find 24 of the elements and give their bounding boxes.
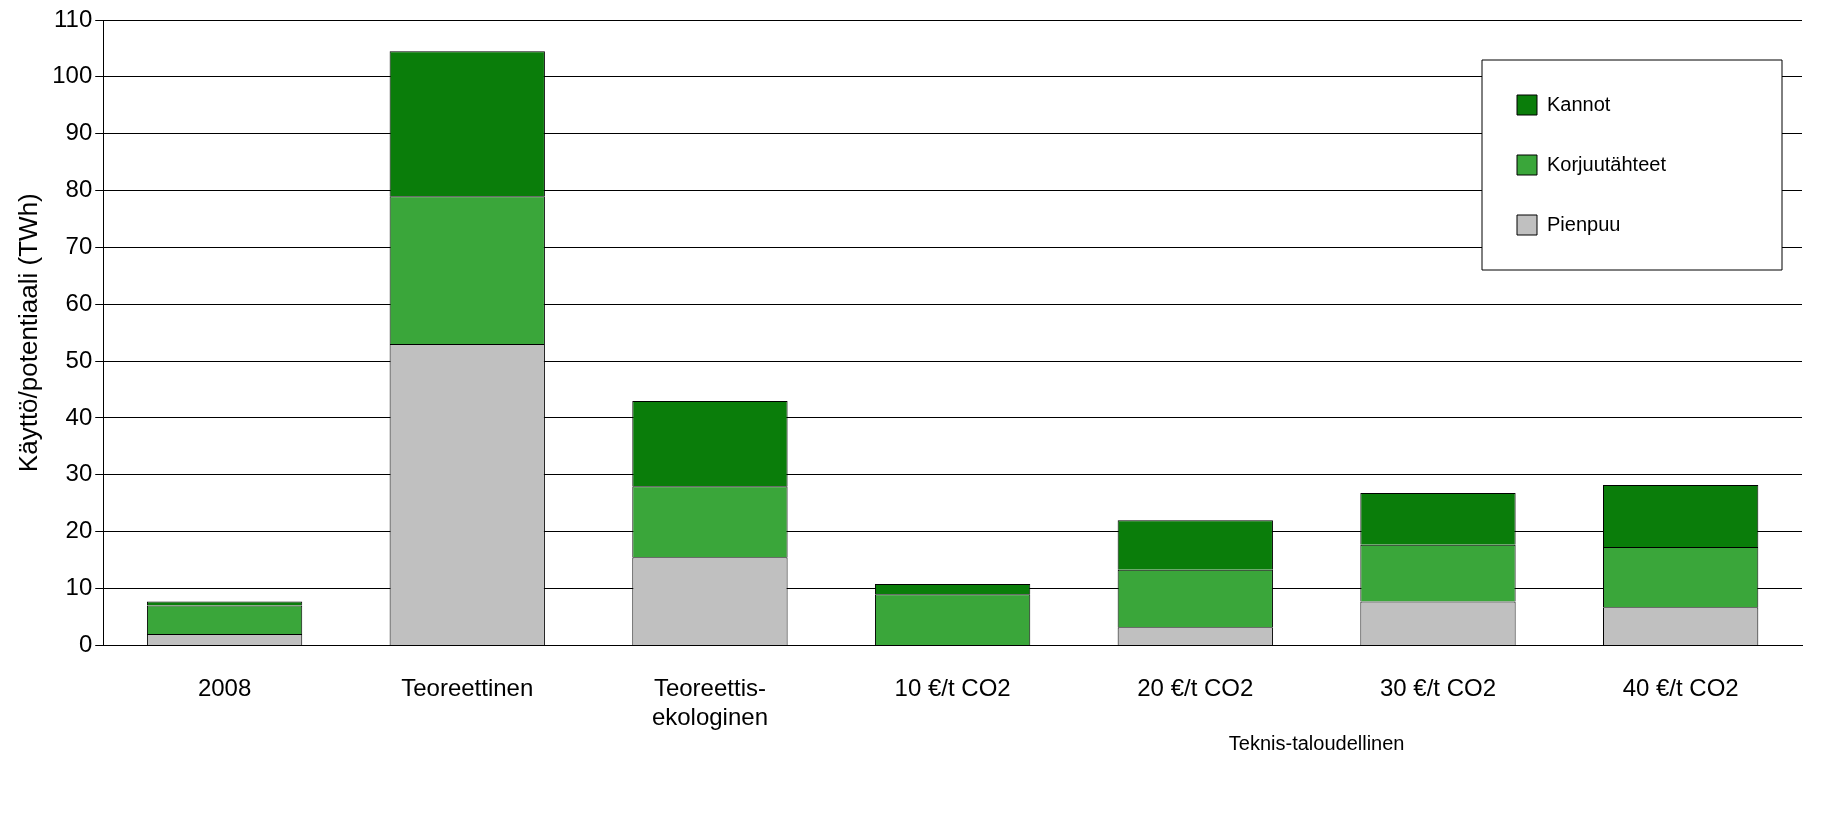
y-tick-label: 60 [65, 288, 93, 316]
y-axis-title: Käyttö/potentiaali (TWh) [12, 193, 43, 473]
y-tick-label: 20 [65, 516, 93, 544]
y-tick-label: 90 [65, 118, 93, 146]
y-tick-label: 110 [53, 4, 93, 32]
x-tick-label: 10 €/t CO2 [894, 674, 1011, 702]
y-tick-label: 100 [52, 61, 93, 89]
y-tick-label: 50 [65, 345, 93, 373]
x-tick-label: 2008 [197, 674, 252, 702]
legend-label: Korjuutähteet [1547, 152, 1667, 175]
x-tick-label: Teoreettis-ekologinen [651, 674, 768, 731]
y-tick-label: 30 [65, 459, 93, 487]
y-tick-label: 40 [65, 402, 93, 430]
x-tick-label: 40 €/t CO2 [1622, 674, 1739, 702]
y-tick-label: 10 [65, 573, 93, 601]
x-tick-label: 30 €/t CO2 [1379, 674, 1497, 702]
text: Teknis-taloudellinen [1228, 732, 1405, 755]
y-tick-label: 0 [78, 630, 93, 658]
y-tick-label: 70 [65, 232, 93, 260]
x-tick-label: Teoreettinen [401, 674, 534, 702]
y-tick-label: 80 [65, 175, 93, 203]
legend-label: Pienpuu [1547, 212, 1621, 235]
x-tick-label: 20 €/t CO2 [1137, 674, 1254, 702]
legend-label: Kannot [1547, 92, 1611, 115]
